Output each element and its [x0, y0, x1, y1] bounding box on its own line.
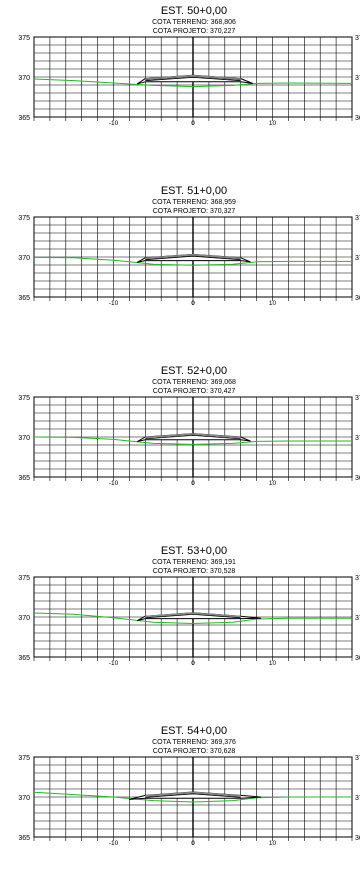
projeto-label: COTA PROJETO: 370,628 [153, 748, 236, 755]
section-plot: 375 375 370 370 365 365 -10 0 10 [18, 35, 360, 127]
y-tick-label: 370 [18, 615, 30, 622]
section-52: EST. 52+0,00 COTA TERRENO: 369,068 COTA … [18, 365, 360, 487]
x-tick-label: -10 [109, 840, 119, 847]
y-tick-label: 370 [18, 435, 30, 442]
x-tick-label: 10 [269, 300, 277, 307]
section-53: EST. 53+0,00 COTA TERRENO: 369,191 COTA … [18, 545, 360, 667]
y-tick-label: 365 [18, 115, 30, 122]
projeto-label: COTA PROJETO: 370,528 [153, 568, 236, 575]
x-tick-label: -10 [109, 480, 119, 487]
section-title: EST. 50+0,00 [161, 5, 227, 17]
ground-profile [33, 612, 352, 625]
ground-profile [33, 256, 352, 266]
x-tick-label: 10 [269, 660, 277, 667]
x-tick-label: -10 [109, 660, 119, 667]
y-tick-label: 370 [18, 255, 30, 262]
section-title: EST. 51+0,00 [161, 185, 227, 197]
y-tick-label-right: 375 [355, 755, 360, 762]
x-tick-label: 10 [269, 480, 277, 487]
y-tick-label: 365 [18, 475, 30, 482]
y-tick-label-right: 370 [355, 615, 360, 622]
ground-profile [33, 436, 352, 445]
y-tick-label: 365 [18, 655, 30, 662]
y-tick-label: 375 [18, 755, 30, 762]
y-tick-label-right: 365 [355, 655, 360, 662]
y-tick-label: 370 [18, 795, 30, 802]
projeto-label: COTA PROJETO: 370,327 [153, 208, 236, 215]
x-tick-label: -10 [109, 120, 119, 127]
section-plot: 375 375 370 370 365 365 -10 0 10 [18, 395, 360, 487]
terreno-label: COTA TERRENO: 368,959 [152, 199, 236, 206]
pavement-surface [145, 612, 241, 618]
pavement-layer [145, 434, 241, 440]
section-title: EST. 54+0,00 [161, 725, 227, 737]
terreno-label: COTA TERRENO: 368,806 [152, 19, 236, 26]
y-tick-label: 375 [18, 35, 30, 42]
y-tick-label: 375 [18, 575, 30, 582]
y-tick-label-right: 370 [355, 435, 360, 442]
ground-profile [33, 791, 352, 803]
section-54: EST. 54+0,00 COTA TERRENO: 369,376 COTA … [18, 725, 360, 847]
section-50: EST. 50+0,00 COTA TERRENO: 368,806 COTA … [18, 5, 360, 127]
y-tick-label-right: 370 [355, 75, 360, 82]
section-title: EST. 53+0,00 [161, 545, 227, 557]
x-tick-label: 0 [191, 120, 195, 127]
section-title: EST. 52+0,00 [161, 365, 227, 377]
y-tick-label-right: 365 [355, 295, 360, 302]
y-tick-label: 365 [18, 835, 30, 842]
y-tick-label-right: 365 [355, 115, 360, 122]
pavement-layer [145, 613, 241, 619]
section-plot: 375 375 370 370 365 365 -10 0 10 [18, 215, 360, 307]
y-tick-label-right: 375 [355, 395, 360, 402]
pavement-layer [145, 76, 241, 82]
x-tick-label: -10 [109, 300, 119, 307]
pavement-surface [145, 253, 241, 260]
x-tick-label: 0 [191, 300, 195, 307]
y-tick-label: 365 [18, 295, 30, 302]
section-plot: 375 375 370 370 365 365 -10 0 10 [18, 575, 360, 667]
y-tick-label: 370 [18, 75, 30, 82]
section-plot: 375 375 370 370 365 365 -10 0 10 [18, 755, 360, 847]
ground-profile [33, 78, 353, 88]
x-tick-label: 0 [191, 480, 195, 487]
terreno-label: COTA TERRENO: 369,068 [152, 379, 236, 386]
y-tick-label-right: 375 [355, 215, 360, 222]
terreno-label: COTA TERRENO: 369,376 [152, 739, 236, 746]
y-tick-label-right: 370 [355, 795, 360, 802]
y-tick-label-right: 375 [355, 35, 360, 42]
y-tick-label-right: 365 [355, 475, 360, 482]
y-tick-label-right: 375 [355, 575, 360, 582]
terreno-label: COTA TERRENO: 369,191 [152, 559, 236, 566]
pavement-surface [145, 433, 241, 439]
y-tick-label: 375 [18, 215, 30, 222]
x-tick-label: 0 [191, 660, 195, 667]
projeto-label: COTA PROJETO: 370,427 [153, 388, 236, 395]
y-tick-label: 375 [18, 395, 30, 402]
x-tick-label: 0 [191, 840, 195, 847]
pavement-surface [145, 791, 241, 797]
section-51: EST. 51+0,00 COTA TERRENO: 368,959 COTA … [18, 185, 360, 307]
projeto-label: COTA PROJETO: 370,227 [153, 28, 236, 35]
pavement-surface [145, 74, 241, 80]
x-tick-label: 10 [269, 120, 277, 127]
pavement-layer [145, 793, 241, 798]
x-tick-label: 10 [269, 840, 277, 847]
pavement-layer [145, 255, 241, 261]
y-tick-label-right: 370 [355, 255, 360, 262]
y-tick-label-right: 365 [355, 835, 360, 842]
